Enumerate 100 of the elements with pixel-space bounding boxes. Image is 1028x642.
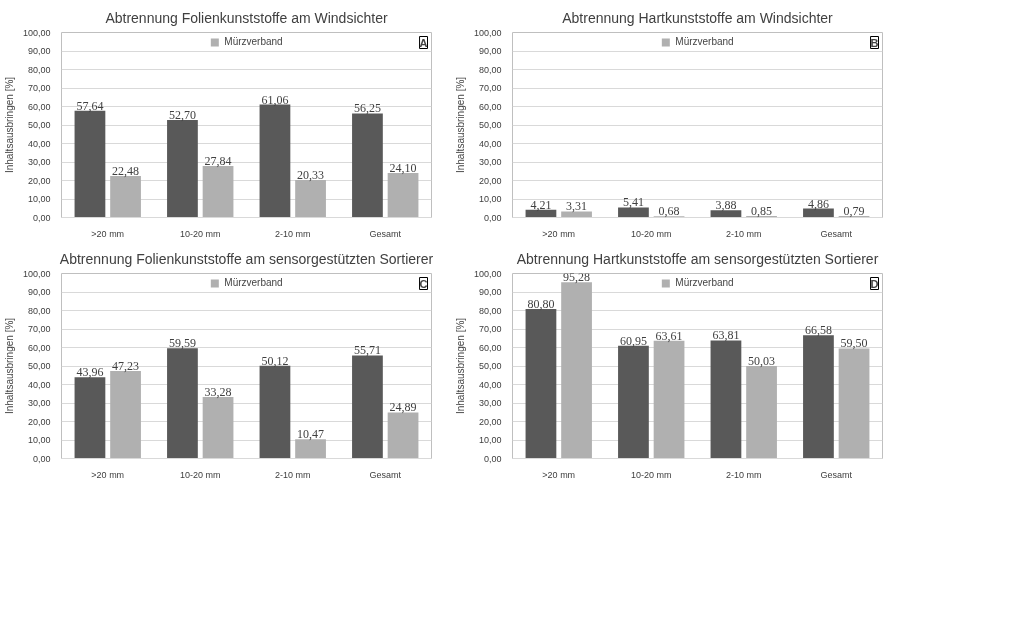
legend-label: Mürzverband <box>224 36 283 47</box>
data-label: 3,88 <box>715 198 737 213</box>
data-label: 57,64 <box>76 98 104 113</box>
y-tick-label: 20,00 <box>27 175 51 186</box>
bar <box>110 175 141 218</box>
y-axis-title: Inhaltsausbringen [%] <box>454 317 466 415</box>
y-tick-label: 50,00 <box>27 361 51 371</box>
y-tick-label: 10,00 <box>27 435 51 445</box>
y-tick-label: 50,00 <box>478 120 502 130</box>
y-tick-label: 100,00 <box>22 268 51 279</box>
bar <box>803 335 834 459</box>
bar <box>525 309 557 459</box>
y-tick-label: 10,00 <box>478 435 502 445</box>
legend-label: Mürzverband <box>675 277 734 288</box>
y-tick-label: 60,00 <box>27 342 51 353</box>
data-label: 50,12 <box>261 353 289 368</box>
y-tick-label: 20,00 <box>478 416 502 427</box>
data-label: 24,10 <box>389 160 417 175</box>
legend-label: Mürzverband <box>675 36 734 47</box>
data-label: 3,31 <box>566 199 588 214</box>
data-label: 95,28 <box>563 270 591 285</box>
x-tick-label: >20 mm <box>91 469 125 480</box>
y-tick-label: 70,00 <box>478 324 502 334</box>
y-tick-label: 30,00 <box>478 398 502 408</box>
y-tick-label: 40,00 <box>478 138 502 149</box>
bar <box>387 412 419 459</box>
y-tick-label: 0,00 <box>483 212 502 223</box>
y-tick-label: 90,00 <box>27 287 51 297</box>
bar <box>746 365 777 459</box>
bar <box>110 371 141 459</box>
y-tick-label: 60,00 <box>27 101 51 112</box>
y-tick-label: 0,00 <box>483 453 502 464</box>
chart-title: Abtrennung Folienkunststoffe am Windsichter <box>105 9 388 26</box>
bar <box>74 377 106 459</box>
data-label: 59,59 <box>168 336 196 351</box>
x-tick-label: 2-10 mm <box>275 469 311 480</box>
y-axis-title: Inhaltsausbringen [%] <box>3 317 15 415</box>
data-label: 33,28 <box>204 384 232 399</box>
y-tick-label: 50,00 <box>27 120 51 130</box>
x-tick-label: >20 mm <box>91 228 125 239</box>
data-label: 60,95 <box>619 333 647 348</box>
x-tick-label: 2-10 mm <box>726 469 762 480</box>
y-tick-label: 90,00 <box>478 287 502 297</box>
data-label: 61,06 <box>261 92 289 107</box>
bar <box>618 345 649 459</box>
annotation: C <box>419 277 428 290</box>
y-tick-label: 0,00 <box>32 453 51 464</box>
data-label: 63,61 <box>655 328 683 343</box>
bar <box>202 166 234 218</box>
bar <box>561 211 592 218</box>
data-label: 47,23 <box>112 359 140 374</box>
bar <box>167 348 198 459</box>
annotation: B <box>870 36 879 49</box>
bar <box>202 396 234 459</box>
bar <box>352 113 383 218</box>
x-tick-label: 10-20 mm <box>179 469 221 480</box>
y-axis-title: Inhaltsausbringen [%] <box>3 76 15 174</box>
x-tick-label: 2-10 mm <box>275 228 311 239</box>
data-label: 0,68 <box>658 204 680 219</box>
data-label: 22,48 <box>112 163 140 178</box>
y-tick-label: 40,00 <box>478 379 502 390</box>
data-label: 24,89 <box>389 400 417 415</box>
y-tick-label: 30,00 <box>27 398 51 408</box>
annotation: A <box>419 36 428 49</box>
y-tick-label: 80,00 <box>478 305 502 316</box>
data-label: 80,80 <box>527 297 555 312</box>
y-tick-label: 100,00 <box>473 27 502 38</box>
bar <box>653 340 685 459</box>
data-label: 5,41 <box>622 195 644 210</box>
x-tick-label: Gesamt <box>820 469 853 480</box>
y-tick-label: 70,00 <box>478 83 502 93</box>
data-label: 55,71 <box>353 343 381 358</box>
data-label: 43,96 <box>76 365 104 380</box>
x-tick-label: 10-20 mm <box>630 469 672 480</box>
y-tick-label: 70,00 <box>27 83 51 93</box>
chart-title: Abtrennung Hartkunststoffe am sensorgestützten Sortierer <box>516 250 879 267</box>
y-tick-label: 50,00 <box>478 361 502 371</box>
y-tick-label: 40,00 <box>27 138 51 149</box>
bar <box>352 355 383 459</box>
y-tick-label: 20,00 <box>27 416 51 427</box>
y-tick-label: 80,00 <box>27 64 51 75</box>
data-label: 27,84 <box>204 154 232 168</box>
x-tick-label: >20 mm <box>542 469 576 480</box>
y-tick-label: 10,00 <box>478 194 502 204</box>
y-tick-label: 30,00 <box>27 157 51 167</box>
data-label: 20,33 <box>297 167 325 182</box>
bar <box>710 340 742 459</box>
bar <box>167 120 198 218</box>
x-tick-label: Gesamt <box>369 228 402 239</box>
data-label: 59,50 <box>840 336 868 351</box>
y-tick-label: 10,00 <box>27 194 51 204</box>
bar <box>838 348 870 459</box>
y-tick-label: 40,00 <box>27 379 51 390</box>
y-tick-label: 60,00 <box>478 101 502 112</box>
bar <box>295 439 326 459</box>
y-tick-label: 60,00 <box>478 342 502 353</box>
y-tick-label: 100,00 <box>473 268 502 279</box>
data-label: 0,85 <box>751 203 773 218</box>
chart-title: Abtrennung Folienkunststoffe am sensorgestützten Sortierer <box>59 250 434 267</box>
data-label: 10,47 <box>297 427 325 442</box>
